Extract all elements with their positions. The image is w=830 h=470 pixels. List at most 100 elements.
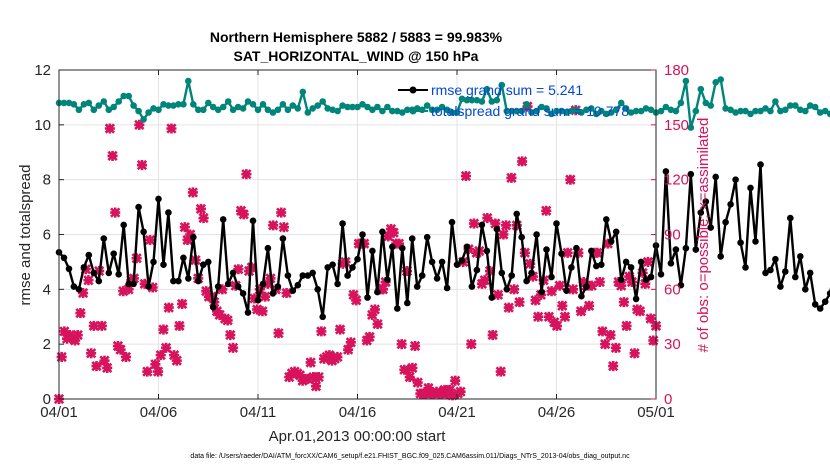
obs-marker [225, 329, 236, 341]
totalspread-point [110, 103, 117, 111]
rmse-point [130, 280, 137, 288]
totalspread-point [234, 103, 242, 111]
right-y-tick-label: 30 [664, 336, 681, 353]
obs-marker [626, 276, 638, 288]
obs-marker [383, 231, 394, 242]
obs-marker [222, 315, 233, 326]
totalspread-point [219, 103, 227, 111]
totalspread-point [463, 96, 471, 104]
obs-marker [527, 271, 538, 282]
rmse-point [249, 217, 257, 225]
totalspread-point [339, 102, 346, 109]
rmse-point [289, 287, 297, 295]
rmse-point [612, 228, 620, 236]
rmse-point [488, 294, 496, 301]
obs-marker [75, 307, 86, 319]
rmse-point [160, 261, 167, 269]
rmse-point [647, 273, 655, 281]
rmse-point [329, 261, 336, 269]
obs-marker [541, 205, 552, 216]
rmse-point [344, 272, 351, 279]
obs-marker [409, 340, 421, 352]
legend-rmse-marker [409, 86, 417, 94]
rmse-point [185, 275, 192, 282]
rmse-point [607, 238, 615, 245]
totalspread-point [394, 107, 401, 115]
rmse-point [588, 247, 595, 255]
obs-marker [147, 282, 158, 293]
obs-marker [608, 360, 619, 372]
rmse-point [200, 261, 207, 269]
totalspread-point [617, 99, 625, 107]
rmse-series [55, 161, 830, 321]
rmse-point [707, 224, 714, 231]
totalspread-point [314, 102, 322, 109]
obs-marker [305, 357, 316, 368]
totalspread-point [468, 96, 476, 104]
totalspread-point [140, 116, 147, 123]
rmse-point [453, 261, 461, 269]
obs-marker [139, 278, 150, 289]
rmse-point [627, 264, 635, 271]
totalspread-point [742, 107, 749, 115]
totalspread-point [214, 106, 222, 114]
rmse-point [319, 313, 327, 321]
obs-marker [482, 212, 493, 224]
totalspread-point [737, 107, 744, 115]
rmse-point [747, 184, 754, 192]
totalspread-point [707, 102, 714, 109]
obs-marker [91, 360, 102, 372]
chart-title: Northern Hemisphere 5882 / 5883 = 99.983… [210, 29, 503, 45]
obs-marker [83, 275, 94, 286]
obs-marker [163, 302, 174, 313]
totalspread-point [165, 102, 172, 109]
totalspread-point [806, 102, 814, 109]
obs-marker [466, 339, 477, 350]
obs-marker [238, 209, 249, 220]
obs-marker [260, 291, 271, 302]
obs-marker [195, 203, 207, 215]
obs-marker [177, 298, 188, 310]
obs-marker [160, 342, 172, 353]
rmse-point [304, 272, 312, 279]
totalspread-point [657, 107, 665, 115]
obs-marker [171, 355, 182, 366]
obs-marker [401, 265, 413, 277]
totalspread-series [55, 76, 830, 131]
rmse-point [578, 292, 585, 300]
totalspread-point [493, 96, 501, 104]
obs-marker [597, 326, 608, 337]
rmse-point [379, 228, 386, 236]
totalspread-point [578, 109, 585, 116]
rmse-point [105, 269, 113, 277]
totalspread-point [259, 101, 267, 108]
obs-marker [351, 295, 362, 306]
totalspread-point [692, 107, 700, 115]
totalspread-point [787, 102, 794, 109]
obs-marker [634, 306, 646, 317]
totalspread-point [249, 101, 257, 108]
obs-marker [557, 300, 568, 311]
left-y-tick-label: 4 [43, 281, 51, 298]
totalspread-point [354, 103, 361, 111]
obs-marker [107, 150, 118, 162]
totalspread-point [727, 106, 734, 114]
obs-marker [503, 302, 514, 313]
rmse-point [404, 299, 411, 307]
totalspread-point [483, 85, 491, 93]
rmse-point [195, 277, 202, 285]
left-y-ticks: 0 2 4 6 8 10 12 [34, 62, 64, 408]
obs-marker [313, 371, 324, 383]
rmse-point [349, 264, 356, 271]
totalspread-point [548, 110, 555, 118]
left-y-tick-label: 10 [34, 117, 51, 134]
rmse-point [667, 260, 675, 267]
totalspread-point [662, 103, 670, 111]
rmse-point [632, 295, 640, 303]
obs-marker [393, 238, 405, 249]
obs-marker [59, 326, 70, 337]
obs-marker [276, 207, 287, 218]
obs-marker [257, 306, 268, 317]
rmse-point [190, 233, 197, 241]
footer-data-file: data file: /Users/raeder/DAI/ATM_forcXX/… [190, 453, 630, 460]
